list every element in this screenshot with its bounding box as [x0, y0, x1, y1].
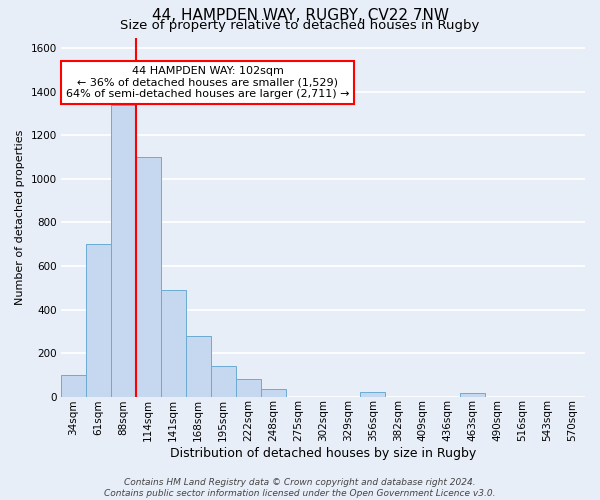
- Bar: [61, 375, 86, 396]
- Bar: [161, 290, 186, 397]
- Bar: [260, 389, 286, 396]
- Text: 44 HAMPDEN WAY: 102sqm
← 36% of detached houses are smaller (1,529)
64% of semi-: 44 HAMPDEN WAY: 102sqm ← 36% of detached…: [66, 66, 349, 100]
- Text: Size of property relative to detached houses in Rugby: Size of property relative to detached ho…: [121, 19, 479, 32]
- Bar: [186, 336, 211, 396]
- Bar: [136, 157, 161, 396]
- X-axis label: Distribution of detached houses by size in Rugby: Distribution of detached houses by size …: [170, 447, 476, 460]
- Bar: [211, 366, 236, 396]
- Bar: [86, 244, 111, 396]
- Bar: [460, 394, 485, 396]
- Bar: [236, 379, 260, 396]
- Bar: [111, 105, 136, 397]
- Y-axis label: Number of detached properties: Number of detached properties: [15, 130, 25, 304]
- Bar: [361, 392, 385, 396]
- Text: Contains HM Land Registry data © Crown copyright and database right 2024.
Contai: Contains HM Land Registry data © Crown c…: [104, 478, 496, 498]
- Text: 44, HAMPDEN WAY, RUGBY, CV22 7NW: 44, HAMPDEN WAY, RUGBY, CV22 7NW: [151, 8, 449, 22]
